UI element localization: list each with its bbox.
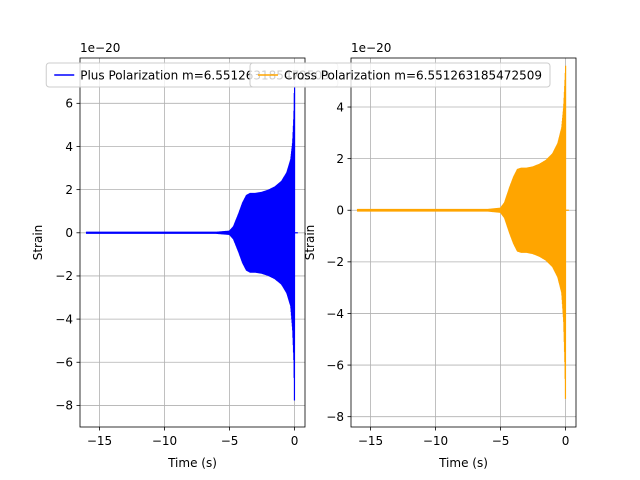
y-tick-label: 2 xyxy=(336,152,344,166)
y-tick-label: 2 xyxy=(65,183,73,197)
waveform-line xyxy=(85,75,296,401)
y-tick-label: 0 xyxy=(336,204,344,218)
x-tick-label: −10 xyxy=(152,434,177,448)
axes-frame xyxy=(79,57,306,428)
x-axis-label: Time (s) xyxy=(167,456,217,470)
y-offset-label: 1e−20 xyxy=(80,41,120,55)
x-tick-label: 0 xyxy=(562,434,570,448)
x-tick-label: −15 xyxy=(87,434,112,448)
y-offset-label: 1e−20 xyxy=(351,41,391,55)
x-ticks: −15 −10 −5 0 xyxy=(358,427,570,448)
y-axis-label: Strain xyxy=(303,225,317,261)
x-tick-label: −10 xyxy=(423,434,448,448)
y-tick-label: −2 xyxy=(326,255,344,269)
y-tick-label: 6 xyxy=(65,97,73,111)
y-axis-label: Strain xyxy=(31,225,45,261)
plus-polarization-axes: −15 −10 −5 0 −8 −6 −4 −2 0 2 4 6 Time (s) Strain 1… xyxy=(31,41,306,470)
y-tick-label: −8 xyxy=(326,410,344,424)
waveform-line xyxy=(356,65,567,399)
x-axis-label: Time (s) xyxy=(438,456,488,470)
y-tick-label: −4 xyxy=(55,312,73,326)
y-tick-label: −6 xyxy=(55,356,73,370)
y-tick-label: −6 xyxy=(326,358,344,372)
x-tick-label: −5 xyxy=(492,434,510,448)
y-tick-label: 4 xyxy=(65,140,73,154)
legend-label-cross: Cross Polarization m=6.551263185472509 xyxy=(284,68,542,82)
x-ticks: −15 −10 −5 0 xyxy=(87,427,299,448)
y-tick-label: 4 xyxy=(336,100,344,114)
y-ticks: −8 −6 −4 −2 0 2 4 xyxy=(326,100,351,424)
legend-box xyxy=(249,62,551,88)
y-tick-label: −2 xyxy=(55,269,73,283)
cross-legend: Cross Polarization m=6.551263185472509 xyxy=(249,62,551,88)
x-tick-label: −5 xyxy=(221,434,239,448)
y-ticks: −8 −6 −4 −2 0 2 4 6 xyxy=(55,97,80,413)
cross-waveform xyxy=(356,65,569,399)
x-tick-label: −15 xyxy=(358,434,383,448)
axes-frame xyxy=(350,57,577,428)
x-tick-label: 0 xyxy=(291,434,299,448)
y-tick-label: −4 xyxy=(326,307,344,321)
cross-polarization-axes: −15 −10 −5 0 −8 −6 −4 −2 0 2 4 Time (s) Strain 1e… xyxy=(303,41,577,470)
y-tick-label: 0 xyxy=(65,226,73,240)
y-tick-label: −8 xyxy=(55,399,73,413)
plus-waveform xyxy=(85,75,298,401)
